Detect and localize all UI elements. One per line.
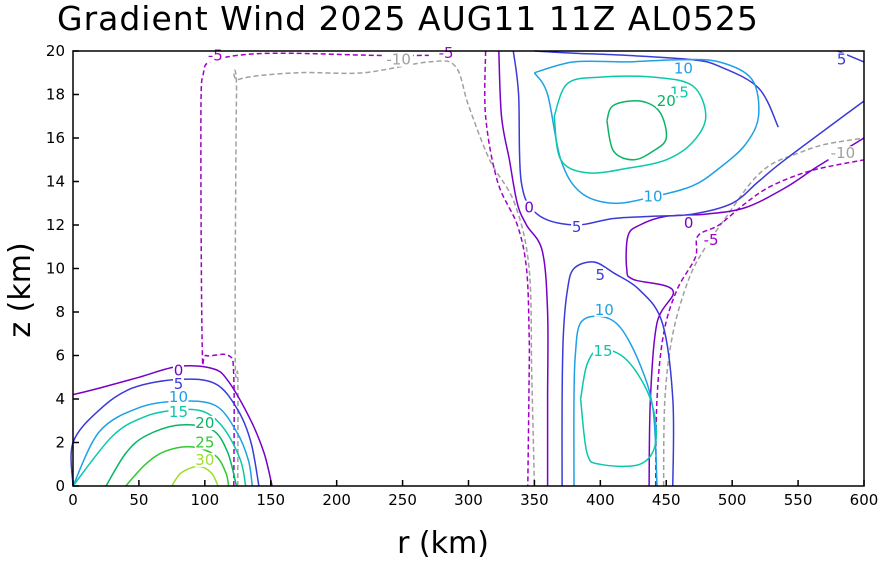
y-tick-label: 16 bbox=[46, 129, 65, 147]
contour-label-16: 0 bbox=[174, 362, 184, 380]
y-axis: 0 2 4 6 8 10 12 14 16 18 20 bbox=[46, 42, 79, 495]
contour-label-17: 5 bbox=[174, 375, 184, 393]
y-tick-label: 6 bbox=[55, 347, 65, 365]
contour-label-21: 25 bbox=[195, 434, 214, 452]
contour-label-bg bbox=[205, 48, 226, 63]
x-tick-label: 150 bbox=[256, 491, 285, 509]
contour-label-11: 20 bbox=[657, 92, 676, 110]
contour-label-20: 20 bbox=[195, 414, 214, 432]
contour-label-bg bbox=[194, 435, 215, 450]
contour-line-0-5 bbox=[72, 364, 273, 487]
contour-line--5-3 bbox=[484, 50, 531, 487]
contour-line-0-6 bbox=[498, 50, 549, 486]
x-tick-label: 50 bbox=[129, 491, 148, 509]
contour-label-bg bbox=[523, 200, 535, 215]
y-tick-label: 10 bbox=[46, 260, 65, 278]
plot-frame bbox=[72, 50, 865, 487]
y-axis-label: z (km) bbox=[3, 242, 38, 337]
contour-label-1: -10 bbox=[386, 51, 411, 69]
contour-label-bg bbox=[643, 189, 664, 204]
contour-label-bg bbox=[701, 233, 722, 248]
contour-label-bg bbox=[673, 61, 694, 76]
contour-label-bg bbox=[836, 52, 848, 67]
contour-label-bg bbox=[594, 268, 606, 283]
y-tick-label: 14 bbox=[46, 173, 65, 191]
contour-line-15-18 bbox=[579, 348, 658, 468]
x-tick-label: 500 bbox=[718, 491, 747, 509]
y-tick-label: 12 bbox=[46, 216, 65, 234]
contour-label-22: 30 bbox=[195, 451, 214, 469]
contour-label-4: -5 bbox=[704, 231, 719, 249]
contour-label-bg bbox=[194, 415, 215, 430]
y-tick-label: 8 bbox=[55, 303, 65, 321]
x-tick-label: 200 bbox=[322, 491, 351, 509]
contour-label-7: 5 bbox=[572, 218, 582, 236]
contour-line-10-14 bbox=[533, 58, 760, 205]
contour-line-30-22 bbox=[171, 465, 219, 487]
contour-label-bg bbox=[436, 46, 457, 61]
contour-line--5-4 bbox=[654, 159, 865, 487]
contour-label-bg bbox=[656, 94, 677, 109]
contour-label-13: 5 bbox=[596, 266, 606, 284]
x-axis: 0 50 100 150 200 250 300 350 400 450 500 550 600 bbox=[68, 480, 878, 509]
chart-title: Gradient Wind 2025 AUG11 11Z AL0525 bbox=[57, 0, 759, 38]
contour-line--5-2 bbox=[200, 52, 429, 487]
y-tick-label: 4 bbox=[55, 390, 65, 408]
contour-label-9: 10 bbox=[674, 59, 693, 77]
y-tick-label: 2 bbox=[55, 434, 65, 452]
contour-label-5: 0 bbox=[684, 214, 694, 232]
contour-label-bg bbox=[571, 220, 583, 235]
y-tick-label: 20 bbox=[46, 42, 65, 60]
x-tick-label: 450 bbox=[652, 491, 681, 509]
x-tick-label: 550 bbox=[784, 491, 813, 509]
contour-line-20-20 bbox=[606, 99, 668, 161]
y-tick-label: 18 bbox=[46, 86, 65, 104]
y-tick-label: 0 bbox=[55, 477, 65, 495]
contour-label-3: 0 bbox=[524, 199, 534, 217]
contour-line-15-16 bbox=[72, 408, 247, 487]
contour-label-bg bbox=[592, 344, 613, 359]
contour-label-14: 10 bbox=[595, 301, 614, 319]
x-tick-label: 350 bbox=[520, 491, 549, 509]
contour-label-bg bbox=[594, 302, 615, 317]
contour-lines bbox=[70, 50, 865, 487]
contour-line-5-10 bbox=[561, 261, 675, 487]
x-tick-label: 250 bbox=[388, 491, 417, 509]
contour-label-bg bbox=[384, 52, 414, 67]
contour-label-bg bbox=[194, 452, 215, 467]
contour-label-15: 15 bbox=[593, 342, 612, 360]
contour-label-bg bbox=[168, 405, 189, 420]
contour-label-8: 10 bbox=[644, 188, 663, 206]
contour-label-bg bbox=[683, 215, 695, 230]
contour-label-18: 10 bbox=[169, 388, 188, 406]
contour-label-bg bbox=[172, 376, 184, 391]
contour-label-19: 15 bbox=[169, 403, 188, 421]
contour-line-10-15 bbox=[573, 315, 658, 487]
contour-line-25-21 bbox=[125, 445, 230, 487]
contour-label-bg bbox=[172, 363, 184, 378]
contour-line-10-13 bbox=[72, 400, 254, 487]
contour-label-bg bbox=[168, 389, 189, 404]
x-tick-label: 400 bbox=[586, 491, 615, 509]
x-axis-label: r (km) bbox=[397, 526, 489, 561]
contour-line-0-7 bbox=[625, 137, 865, 487]
contour-line-15-17 bbox=[553, 75, 707, 174]
x-tick-label: 100 bbox=[191, 491, 220, 509]
contour-label-0: -5 bbox=[208, 46, 223, 64]
x-tick-label: 300 bbox=[454, 491, 483, 509]
contour-label-12: 5 bbox=[837, 51, 847, 69]
contour-label-2: -5 bbox=[439, 44, 454, 62]
contour-line-5-9 bbox=[512, 50, 865, 226]
x-tick-label: 0 bbox=[68, 491, 78, 509]
contour-label-bg bbox=[828, 146, 858, 161]
contour-label-6: -10 bbox=[831, 144, 856, 162]
contour-line--10-0 bbox=[233, 60, 536, 487]
contour-labels: -5 -10 -50-50-1051010152055101505101520253… bbox=[168, 44, 858, 469]
contour-line-20-19 bbox=[105, 423, 238, 487]
x-tick-label: 600 bbox=[850, 491, 879, 509]
contour-line--10-1 bbox=[662, 137, 865, 487]
